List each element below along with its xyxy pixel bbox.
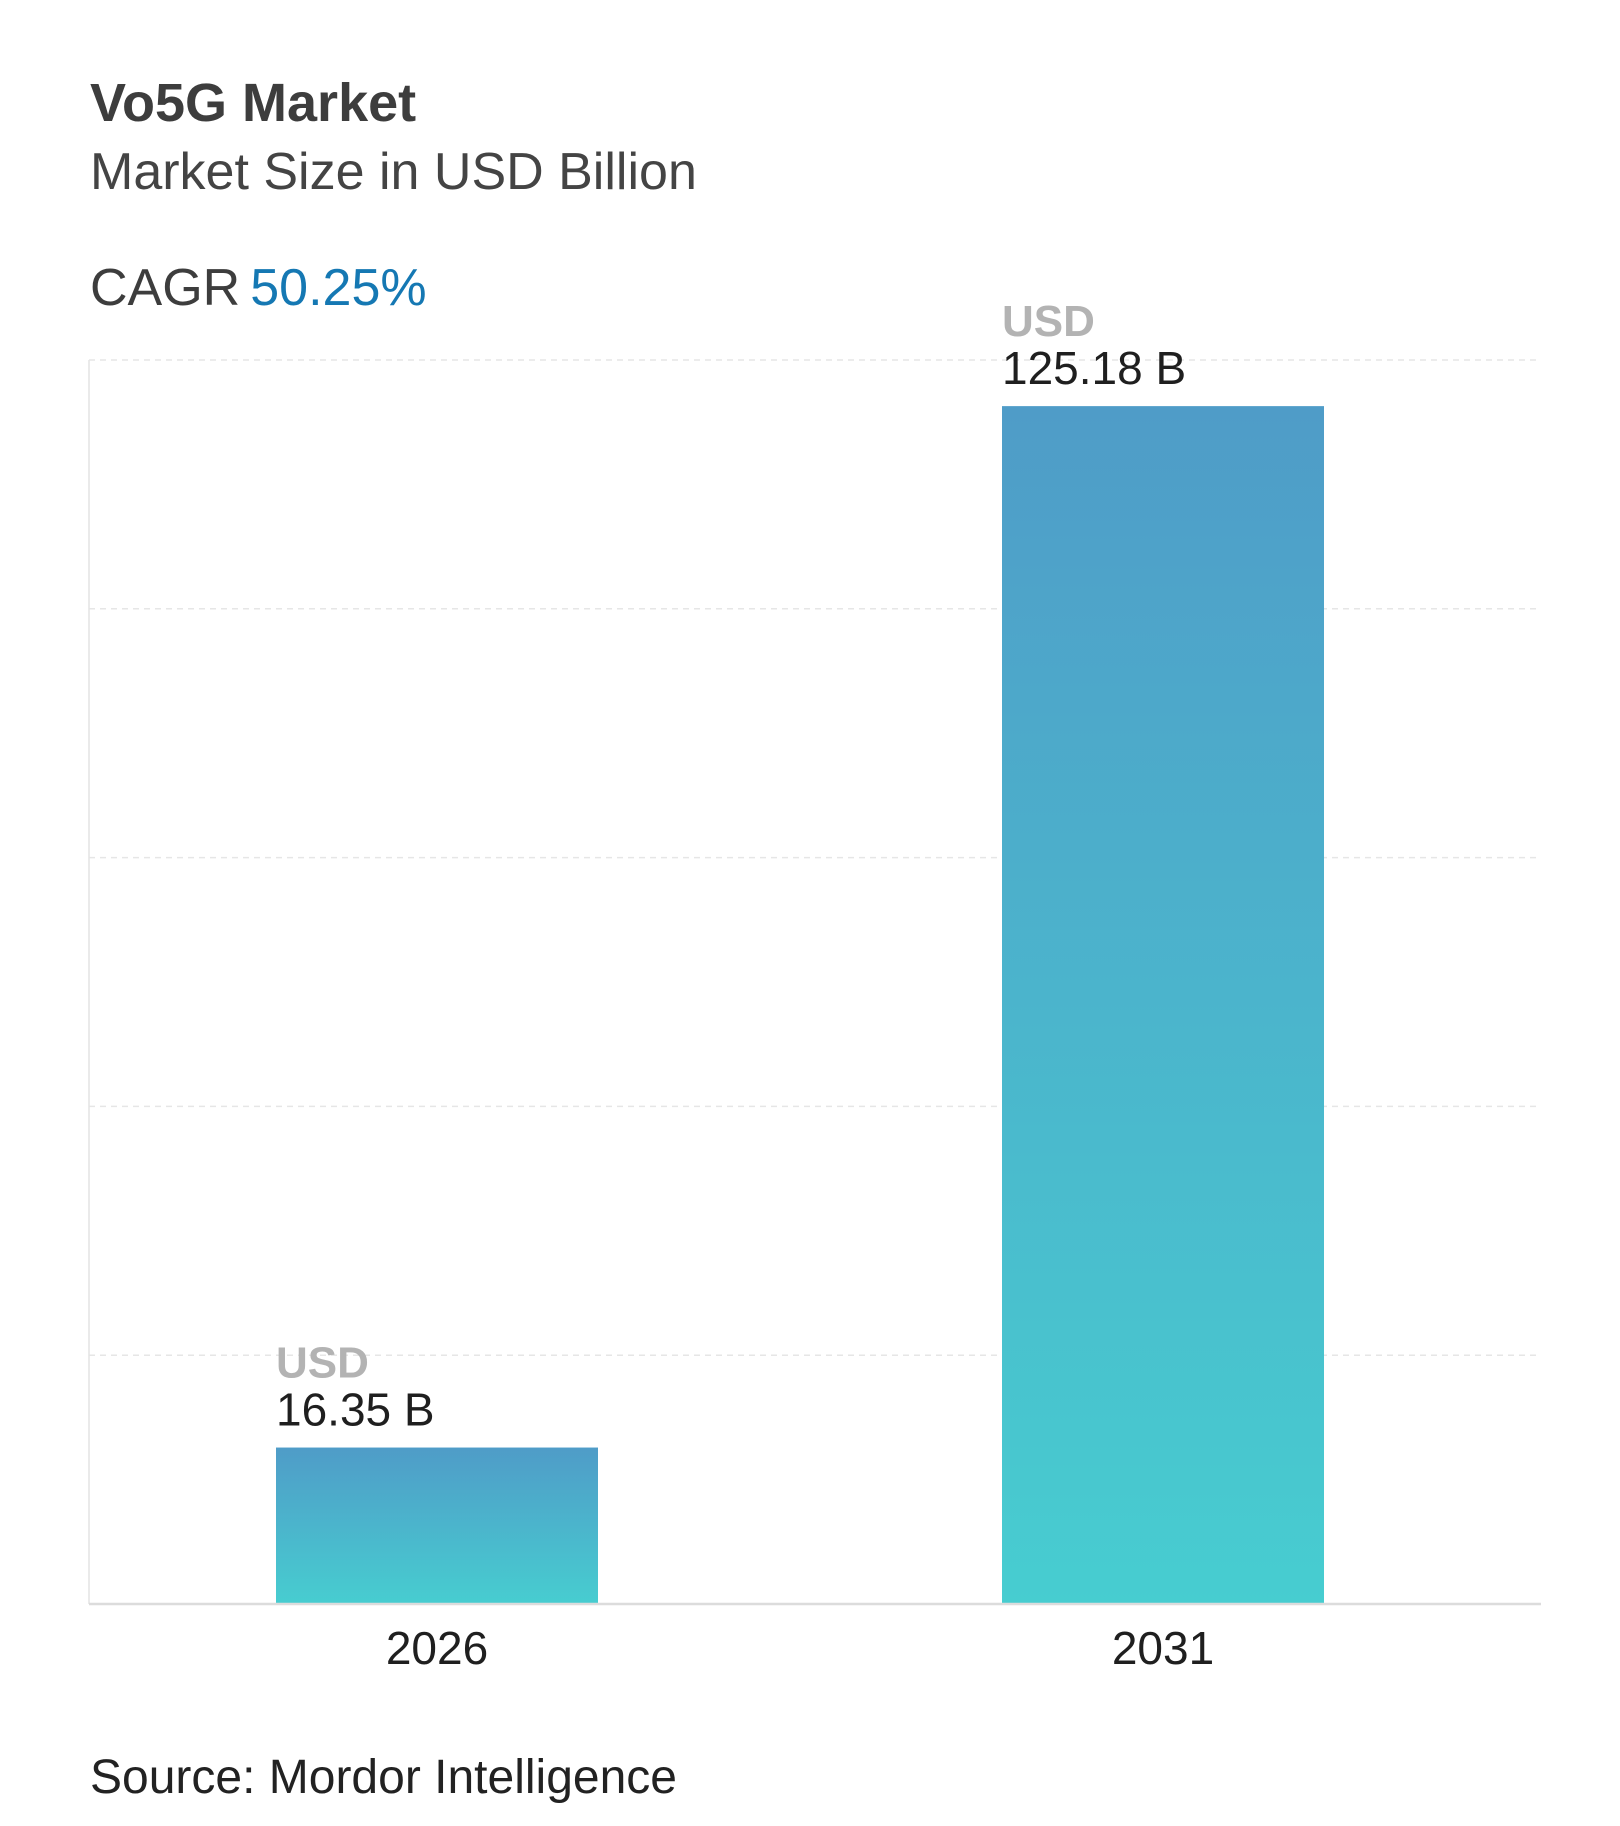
x-tick-label: 2026 (386, 1622, 488, 1674)
cagr-value: 50.25% (250, 259, 427, 317)
x-tick-label: 2031 (1112, 1622, 1214, 1674)
cagr: CAGR 50.25% (90, 258, 427, 318)
value-label: 16.35 B (276, 1384, 435, 1436)
value-prefix-label: USD (276, 1339, 369, 1388)
value-label: 125.18 B (1002, 342, 1186, 394)
source-note: Source: Mordor Intelligence (90, 1751, 677, 1804)
bar-2026 (276, 1447, 598, 1604)
chart-title: Vo5G Market (90, 73, 417, 133)
bar-2031 (1002, 406, 1324, 1605)
value-prefix-label: USD (1002, 297, 1095, 346)
cagr-label: CAGR (90, 259, 241, 317)
chart-subtitle: Market Size in USD Billion (90, 143, 697, 201)
